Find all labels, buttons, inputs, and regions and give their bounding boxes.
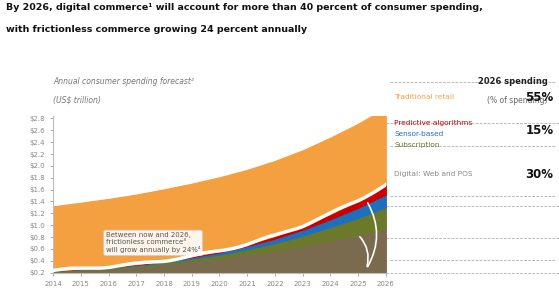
Text: Traditional retail: Traditional retail [394,94,454,100]
Text: By 2026, digital commerce¹ will account for more than 40 percent of consumer spe: By 2026, digital commerce¹ will account … [6,3,482,12]
Text: Annual consumer spending forecast²: Annual consumer spending forecast² [53,77,194,86]
Text: 55%: 55% [525,91,553,103]
Text: Between now and 2026,
frictionless commerce³
will grow annually by 24%⁴: Between now and 2026, frictionless comme… [106,232,200,253]
Text: 30%: 30% [525,168,553,180]
Text: Sensor-based: Sensor-based [394,131,443,137]
Text: with frictionless commerce growing 24 percent annually: with frictionless commerce growing 24 pe… [6,25,307,34]
Text: (% of spending): (% of spending) [487,96,548,105]
Text: (US$ trillion): (US$ trillion) [53,96,101,105]
Text: 15%: 15% [525,124,553,137]
Text: Subscription: Subscription [394,142,439,148]
Text: 2026 spending: 2026 spending [478,77,548,86]
Text: Predictive algorithms: Predictive algorithms [394,120,472,126]
Text: Digital: Web and POS: Digital: Web and POS [394,171,472,177]
